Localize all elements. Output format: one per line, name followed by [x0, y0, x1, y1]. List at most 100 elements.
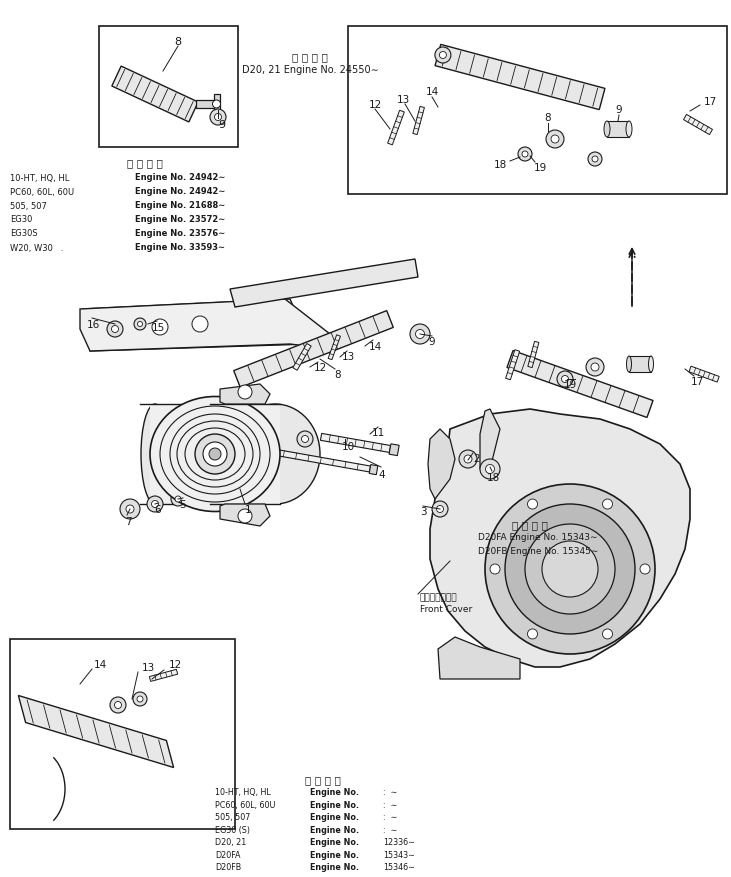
Text: Engine No.: Engine No. [310, 825, 359, 834]
Text: 14: 14 [94, 660, 107, 669]
Bar [629, 357, 651, 373]
Circle shape [588, 153, 602, 167]
Circle shape [602, 629, 613, 639]
Circle shape [432, 502, 448, 517]
Text: 13: 13 [396, 95, 409, 105]
Text: :  ∼: : ∼ [383, 825, 398, 834]
Circle shape [137, 696, 143, 702]
Text: 5: 5 [180, 499, 186, 510]
Text: 8: 8 [175, 37, 181, 47]
Circle shape [415, 330, 425, 339]
Text: Engine No.: Engine No. [310, 813, 359, 822]
Circle shape [137, 322, 143, 327]
Text: 12: 12 [168, 660, 181, 669]
Polygon shape [435, 46, 605, 111]
Text: D20, 21: D20, 21 [215, 838, 246, 846]
Circle shape [485, 484, 655, 654]
Circle shape [557, 372, 573, 388]
Text: 19: 19 [564, 380, 577, 389]
Circle shape [301, 436, 308, 443]
Ellipse shape [626, 122, 632, 138]
Text: 9: 9 [428, 337, 436, 346]
Text: 12: 12 [314, 362, 327, 373]
Polygon shape [230, 260, 418, 308]
Polygon shape [320, 434, 390, 453]
Text: 8: 8 [545, 113, 551, 123]
Polygon shape [149, 669, 178, 681]
Polygon shape [507, 351, 653, 418]
Polygon shape [328, 335, 341, 360]
Circle shape [115, 702, 121, 709]
Circle shape [152, 319, 168, 336]
Circle shape [602, 500, 613, 510]
Text: 15343∼: 15343∼ [383, 850, 415, 859]
Text: 適 用 号 機: 適 用 号 機 [292, 52, 328, 62]
Circle shape [485, 465, 494, 474]
Circle shape [133, 692, 147, 706]
Circle shape [147, 496, 163, 512]
Circle shape [518, 148, 532, 162]
Text: Front Cover: Front Cover [420, 605, 472, 614]
Text: D20FB: D20FB [215, 862, 241, 872]
Text: 505, 507: 505, 507 [215, 813, 251, 822]
Text: 9: 9 [616, 105, 622, 115]
Circle shape [439, 53, 447, 60]
Circle shape [126, 505, 134, 513]
Polygon shape [271, 449, 371, 473]
Text: 18: 18 [493, 160, 507, 170]
Text: 14: 14 [368, 342, 382, 352]
Text: Engine No.: Engine No. [310, 800, 359, 809]
Text: 1: 1 [245, 504, 251, 515]
Text: D20FB Engine No. 15345∼: D20FB Engine No. 15345∼ [478, 545, 599, 555]
Polygon shape [220, 504, 270, 526]
Polygon shape [112, 67, 198, 123]
Circle shape [561, 376, 569, 383]
Text: Engine No. 33593∼: Engine No. 33593∼ [135, 243, 225, 253]
Circle shape [171, 493, 185, 506]
Circle shape [110, 697, 126, 713]
Circle shape [490, 565, 500, 574]
Text: EG30S: EG30S [10, 229, 37, 239]
Text: D20, 21 Engine No. 24550∼: D20, 21 Engine No. 24550∼ [242, 65, 379, 75]
Text: Engine No. 24942∼: Engine No. 24942∼ [135, 188, 225, 196]
Polygon shape [389, 445, 399, 456]
Circle shape [297, 431, 313, 447]
Ellipse shape [141, 404, 169, 504]
Circle shape [214, 114, 221, 121]
Circle shape [238, 510, 252, 524]
Text: 9: 9 [219, 120, 226, 130]
Bar [10, 639, 235, 829]
Circle shape [640, 565, 650, 574]
Text: :  ∼: : ∼ [383, 788, 398, 796]
Polygon shape [689, 367, 719, 382]
Circle shape [175, 496, 181, 503]
Polygon shape [234, 311, 393, 388]
Text: 18: 18 [486, 473, 499, 482]
Text: 11: 11 [371, 427, 385, 438]
Polygon shape [428, 430, 455, 499]
Polygon shape [195, 95, 219, 115]
Polygon shape [528, 342, 539, 368]
Text: フロントカバー: フロントカバー [420, 593, 458, 602]
Ellipse shape [648, 357, 654, 373]
Text: 2: 2 [474, 453, 480, 463]
Text: Engine No. 21688∼: Engine No. 21688∼ [135, 201, 225, 210]
Circle shape [546, 131, 564, 149]
Text: 10-HT, HQ, HL: 10-HT, HQ, HL [10, 174, 69, 182]
Text: W20, W30   .: W20, W30 . [10, 243, 64, 253]
Circle shape [107, 322, 123, 338]
Text: 適 用 号 機: 適 用 号 機 [512, 519, 548, 530]
Ellipse shape [604, 122, 610, 138]
Bar [99, 27, 238, 148]
Bar [348, 27, 727, 195]
Text: 13: 13 [141, 662, 155, 673]
Text: 15346∼: 15346∼ [383, 862, 415, 872]
Text: PC60, 60L, 60U: PC60, 60L, 60U [215, 800, 276, 809]
Circle shape [238, 386, 252, 400]
Text: 適 用 号 機: 適 用 号 機 [305, 774, 341, 784]
Polygon shape [438, 638, 520, 679]
Polygon shape [387, 111, 404, 146]
Text: Engine No.: Engine No. [310, 838, 359, 846]
Text: 6: 6 [155, 504, 162, 515]
Circle shape [505, 504, 635, 634]
